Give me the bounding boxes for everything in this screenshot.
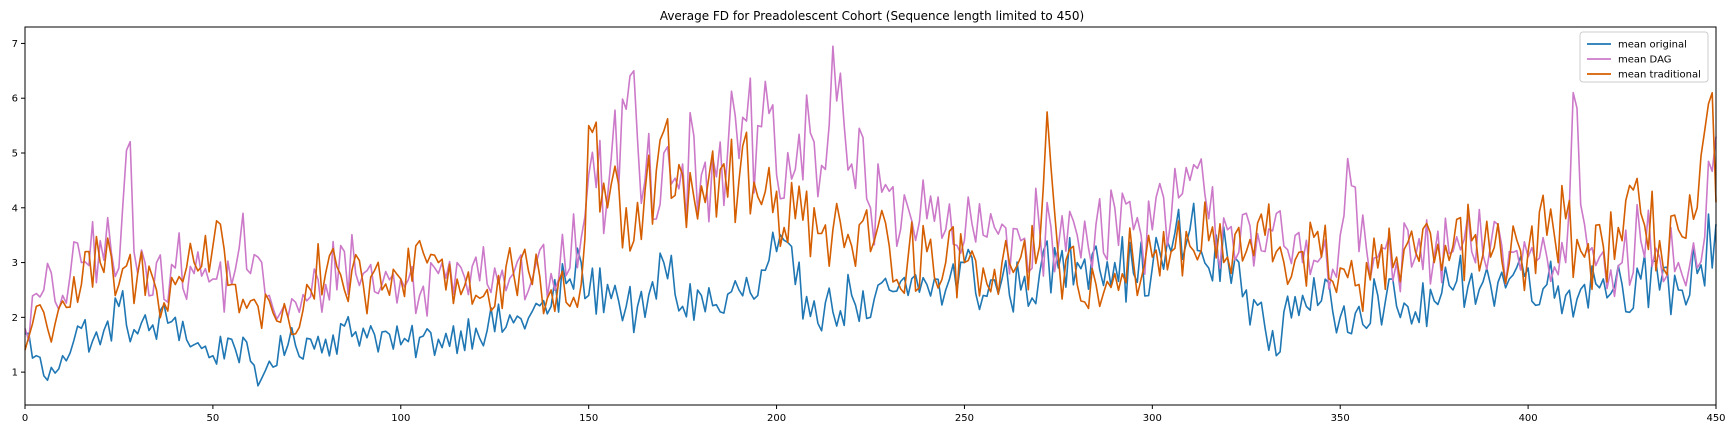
legend-box	[1579, 31, 1709, 83]
x-tick-label: 250	[955, 413, 974, 424]
legend: mean original mean DAG mean traditional	[1579, 31, 1709, 83]
y-tick-label: 6	[12, 94, 18, 105]
x-axis: 0 50 100 150 200 250 300 350 400 450	[22, 405, 1726, 424]
y-axis: 1 2 3 4 5 6 7	[12, 39, 25, 379]
series-line-mean-traditional	[24, 92, 1717, 351]
plot-frame	[24, 26, 1717, 406]
legend-label: mean traditional	[1618, 70, 1701, 81]
legend-label: mean original	[1618, 40, 1687, 51]
y-tick-label: 5	[12, 149, 18, 160]
x-tick-label: 300	[1143, 413, 1162, 424]
chart-title: Average FD for Preadolescent Cohort (Seq…	[660, 9, 1084, 23]
x-tick-label: 150	[579, 413, 598, 424]
series-layer	[24, 45, 1717, 387]
y-tick-label: 2	[12, 313, 18, 324]
legend-label: mean DAG	[1618, 55, 1671, 66]
x-tick-label: 100	[391, 413, 410, 424]
series-line-mean-DAG	[24, 45, 1717, 342]
x-tick-label: 0	[22, 413, 28, 424]
series-line-mean-original	[24, 202, 1717, 387]
x-tick-label: 450	[1706, 413, 1725, 424]
x-tick-label: 200	[767, 413, 786, 424]
y-tick-label: 4	[12, 203, 18, 214]
y-tick-label: 7	[12, 39, 18, 50]
x-tick-label: 400	[1519, 413, 1538, 424]
x-tick-label: 50	[207, 413, 220, 424]
y-tick-label: 1	[12, 368, 18, 379]
x-tick-label: 350	[1331, 413, 1350, 424]
y-tick-label: 3	[12, 258, 18, 269]
